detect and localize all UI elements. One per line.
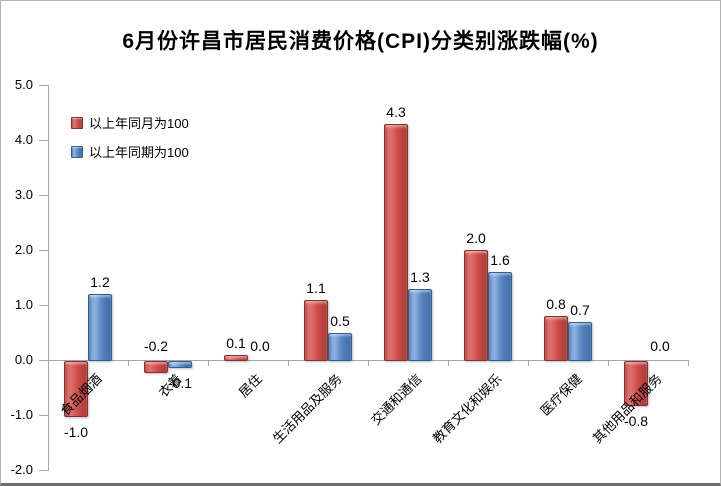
y-axis-label: 4.0 xyxy=(14,132,33,147)
red-bar-6 xyxy=(544,316,568,361)
x-axis-tick xyxy=(528,360,529,366)
y-axis-label: 0.0 xyxy=(14,352,33,367)
x-axis-tick xyxy=(128,360,129,366)
y-axis-label: 5.0 xyxy=(14,77,33,92)
red-bar-5 xyxy=(464,250,488,361)
value-label-blue-2: 0.0 xyxy=(250,338,270,354)
blue-bar-5 xyxy=(488,272,512,361)
y-axis-tick xyxy=(39,195,48,196)
x-axis-tick xyxy=(208,360,209,366)
value-label-blue-6: 0.7 xyxy=(570,301,590,318)
blue-bar-6 xyxy=(568,321,592,361)
legend-swatch-blue xyxy=(71,145,83,158)
x-axis-tick xyxy=(448,360,449,366)
chart-title: 6月份许昌市居民消费价格(CPI)分类别涨跌幅(%) xyxy=(122,30,599,53)
y-axis-tick xyxy=(39,85,48,86)
value-label-red-6: 0.8 xyxy=(546,296,566,312)
legend-item-red: 以上年同月为100 xyxy=(71,113,189,132)
x-axis-tick xyxy=(368,360,369,366)
legend-label-red: 以上年同月为100 xyxy=(89,116,189,131)
blue-bar-4 xyxy=(408,288,432,361)
x-axis-tick xyxy=(288,360,289,366)
y-axis-line xyxy=(48,85,49,471)
value-label-red-1: -0.2 xyxy=(143,338,169,354)
y-axis-tick xyxy=(39,415,48,416)
value-label-blue-7: 0.0 xyxy=(650,338,670,354)
red-bar-0 xyxy=(64,361,88,417)
y-axis-tick xyxy=(39,470,48,471)
blue-bar-3 xyxy=(328,332,352,361)
category-label-5: 教育文化和娱乐 xyxy=(429,371,505,447)
y-axis-label: -1.0 xyxy=(10,407,33,422)
y-axis-label: 1.0 xyxy=(14,297,33,312)
value-label-blue-1: -0.1 xyxy=(167,374,193,391)
red-bar-3 xyxy=(304,299,328,361)
value-label-red-0: -1.0 xyxy=(63,424,89,440)
legend-swatch-red xyxy=(71,116,83,129)
legend-label-blue: 以上年同期为100 xyxy=(89,145,189,160)
y-axis-label: 2.0 xyxy=(14,242,33,257)
value-label-red-5: 2.0 xyxy=(466,230,486,246)
y-axis-label: -2.0 xyxy=(10,462,33,477)
category-label-6: 医疗保健 xyxy=(537,371,585,419)
blue-bar-1 xyxy=(168,361,192,368)
red-bar-7 xyxy=(624,361,648,406)
y-axis-tick xyxy=(39,140,48,141)
x-axis-tick xyxy=(48,360,49,366)
value-label-blue-4: 1.3 xyxy=(410,268,430,285)
category-label-2: 居住 xyxy=(235,371,265,401)
red-bar-4 xyxy=(384,123,408,361)
value-label-red-3: 1.1 xyxy=(306,279,326,296)
red-bar-2 xyxy=(224,354,248,361)
x-axis-tick xyxy=(608,360,609,366)
y-axis-tick xyxy=(39,360,48,361)
value-label-blue-3: 0.5 xyxy=(330,312,350,329)
category-label-4: 交通和通信 xyxy=(368,371,425,428)
category-label-1: 衣着 xyxy=(155,371,185,401)
y-axis-tick xyxy=(39,250,48,251)
value-label-blue-5: 1.6 xyxy=(490,252,510,268)
value-label-red-2: 0.1 xyxy=(226,334,246,351)
blue-bar-0 xyxy=(88,294,112,361)
category-label-3: 生活用品及服务 xyxy=(269,371,345,447)
y-axis-label: 3.0 xyxy=(14,187,33,202)
value-label-blue-0: 1.2 xyxy=(90,274,110,290)
y-axis-tick xyxy=(39,305,48,306)
legend: 以上年同月为100 以上年同期为100 xyxy=(71,113,189,171)
value-label-red-4: 4.3 xyxy=(386,103,406,120)
red-bar-1 xyxy=(144,361,168,373)
x-axis-tick xyxy=(688,360,689,366)
legend-item-blue: 以上年同期为100 xyxy=(71,142,189,161)
value-label-red-7: -0.8 xyxy=(623,413,649,429)
